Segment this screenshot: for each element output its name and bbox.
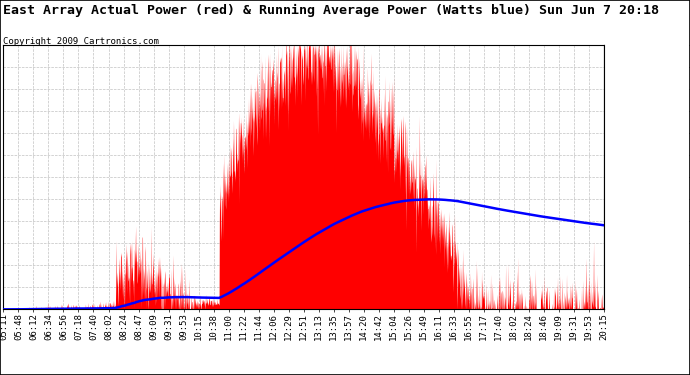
Text: East Array Actual Power (red) & Running Average Power (Watts blue) Sun Jun 7 20:: East Array Actual Power (red) & Running … <box>3 4 660 17</box>
Text: Copyright 2009 Cartronics.com: Copyright 2009 Cartronics.com <box>3 38 159 46</box>
